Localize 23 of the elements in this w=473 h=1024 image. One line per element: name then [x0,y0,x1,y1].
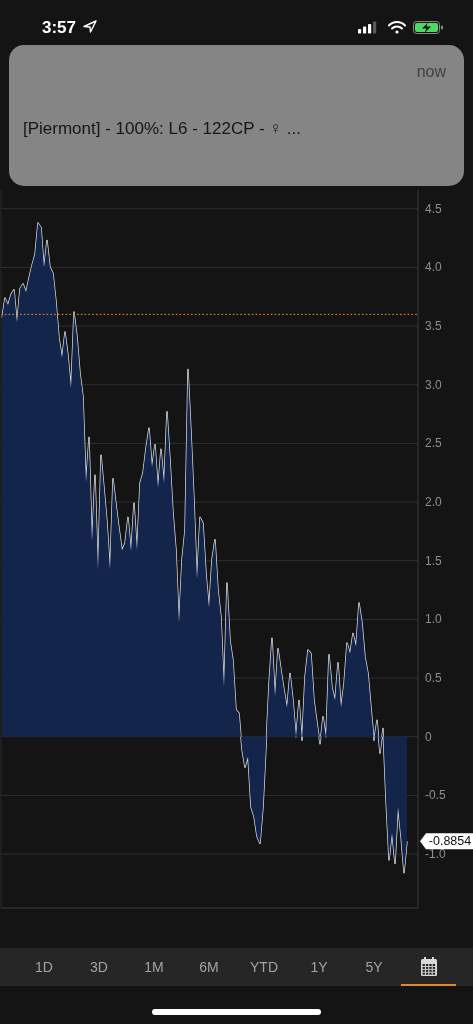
text: 1M [144,959,164,975]
y-tick-label: 3.5 [425,319,443,334]
text: now [416,63,447,80]
text: 1D [35,959,53,975]
y-tick-label: -0.5 [425,788,446,803]
text: 5Y [365,959,384,975]
y-tick-label: 4.0 [425,260,443,275]
y-tick-label: 3.0 [425,377,443,392]
text: 3:57 [42,18,77,37]
y-tick-label: 2.5 [425,436,443,451]
text: -0.8854 [428,834,472,849]
text: [Piermont] - 100%: L6 - 122CP - ♀ ... [23,119,301,138]
y-tick-label: 0.5 [425,671,443,686]
y-tick-label: 1.5 [425,553,443,568]
text: 3D [90,959,108,975]
y-tick-label: 1.0 [425,612,443,627]
y-tick-label: 4.5 [425,201,443,216]
text: YTD [250,959,278,975]
y-tick-label: -1.0 [425,847,446,862]
text: 6M [199,959,219,975]
text: 1Y [310,959,329,975]
y-tick-label: 2.0 [425,495,443,510]
y-tick-label: 0 [425,729,432,744]
